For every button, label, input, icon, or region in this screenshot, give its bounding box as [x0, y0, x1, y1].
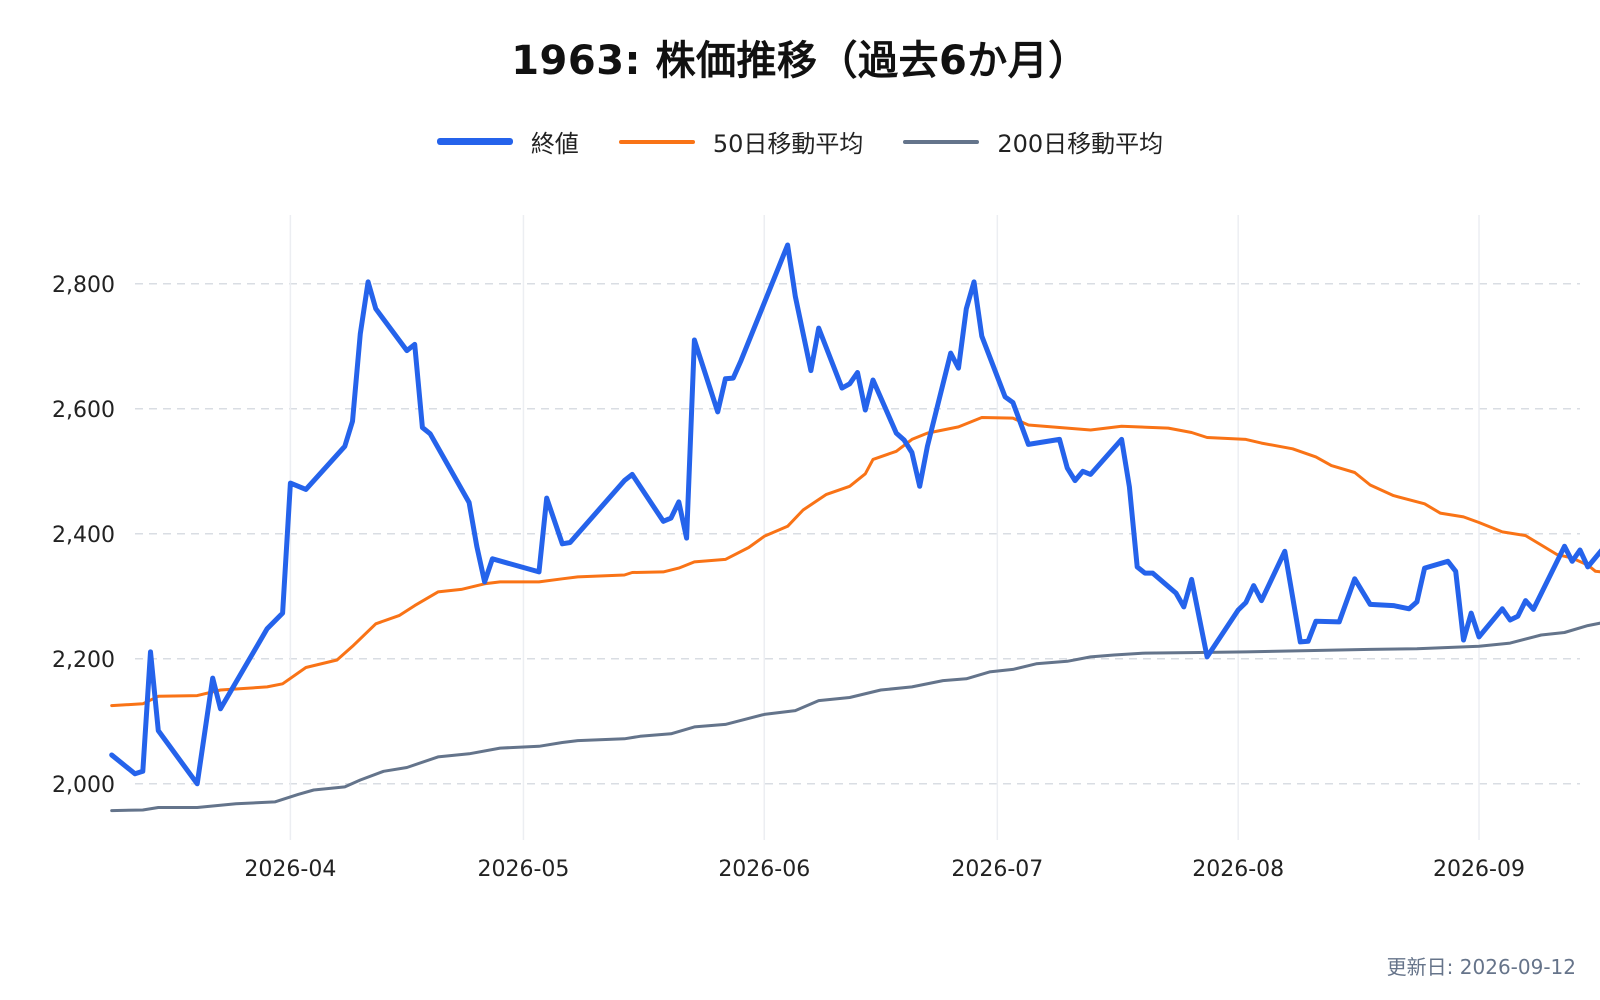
- x-tick-label: 2026-08: [1192, 857, 1284, 882]
- tick-layer: 2,000 2,200 2,400 2,600 2,800 2026-04 2026-05 2…: [52, 273, 1525, 882]
- legend-item-close[interactable]: 終値: [436, 124, 579, 159]
- y-tick-label: 2,400: [52, 523, 115, 548]
- series-line-close: [109, 242, 1600, 787]
- legend-label-close: 終値: [530, 130, 579, 158]
- y-tick-label: 2,200: [52, 648, 115, 673]
- legend-item-ma200[interactable]: 200日移動平均: [903, 124, 1163, 159]
- series-line-ma50: [110, 416, 1600, 708]
- grid-layer: [135, 215, 1580, 840]
- legend-swatch-ma50: [618, 139, 695, 144]
- series-line-ma200: [110, 621, 1600, 813]
- chart-title: 1963: 株価推移（過去6か月）: [511, 38, 1089, 84]
- y-tick-label: 2,000: [52, 773, 115, 798]
- x-tick-label: 2026-07: [951, 857, 1043, 882]
- x-tick-label: 2026-06: [718, 857, 810, 882]
- x-tick-label: 2026-09: [1433, 857, 1525, 882]
- legend-label-ma200: 200日移動平均: [997, 130, 1164, 158]
- legend-swatch-close: [436, 138, 513, 145]
- y-tick-label: 2,600: [52, 398, 115, 423]
- chart-legend: 終値 50日移動平均 200日移動平均: [0, 124, 1600, 159]
- legend-item-ma50[interactable]: 50日移動平均: [618, 124, 864, 159]
- legend-label-ma50: 50日移動平均: [712, 130, 864, 158]
- x-tick-label: 2026-04: [244, 857, 336, 882]
- y-tick-label: 2,800: [52, 273, 115, 298]
- x-tick-label: 2026-05: [477, 857, 569, 882]
- updated-date: 更新日: 2026-09-12: [1386, 955, 1576, 979]
- legend-swatch-ma200: [903, 139, 980, 144]
- series-layer: [109, 242, 1600, 813]
